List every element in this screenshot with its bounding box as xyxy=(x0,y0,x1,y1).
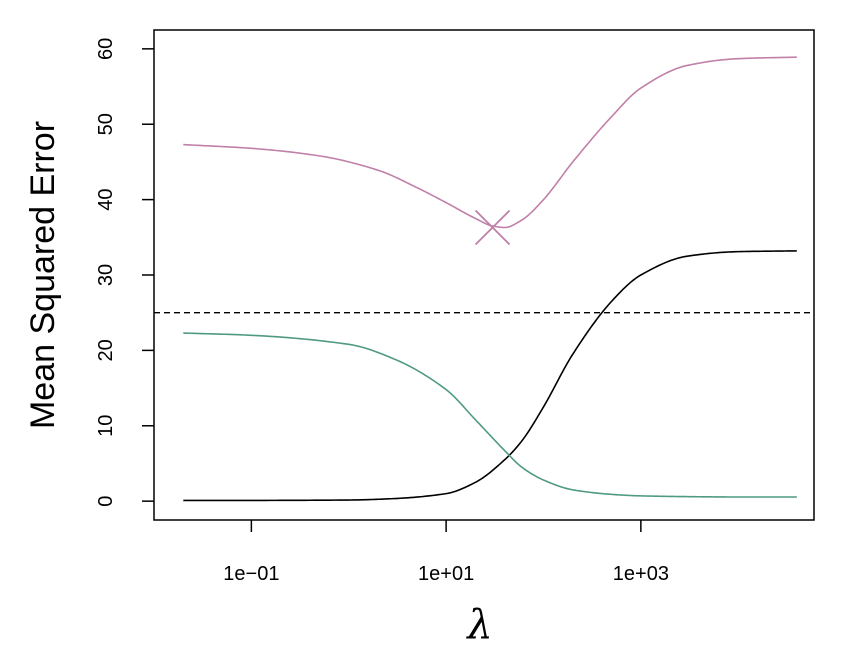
x-tick-label-1: 1e−01 xyxy=(223,563,279,585)
y-axis-title: Mean Squared Error xyxy=(24,121,62,429)
x-axis: 1e−01 1e+01 1e+03 xyxy=(223,520,669,585)
series-line-2 xyxy=(183,250,797,502)
y-tick-label-4: 30 xyxy=(95,264,117,286)
y-tick-label-5: 40 xyxy=(95,188,117,210)
y-tick-label-1: 0 xyxy=(95,496,117,507)
series-line-1 xyxy=(183,56,797,229)
y-tick-label-7: 60 xyxy=(95,38,117,60)
x-axis-title: λ xyxy=(465,602,492,648)
plot-frame xyxy=(153,29,815,521)
series-layer xyxy=(183,56,797,502)
y-tick-label-2: 10 xyxy=(95,415,117,437)
marker-layer xyxy=(474,209,511,246)
x-tick-label-3: 1e+03 xyxy=(613,563,669,585)
y-axis: 0 10 20 30 40 50 60 xyxy=(95,38,154,507)
x-tick-label-2: 1e+01 xyxy=(418,563,474,585)
y-tick-label-6: 50 xyxy=(95,113,117,135)
min-marker-stroke-2 xyxy=(474,209,511,246)
series-line-3 xyxy=(183,332,797,498)
y-tick-label-3: 20 xyxy=(95,339,117,361)
